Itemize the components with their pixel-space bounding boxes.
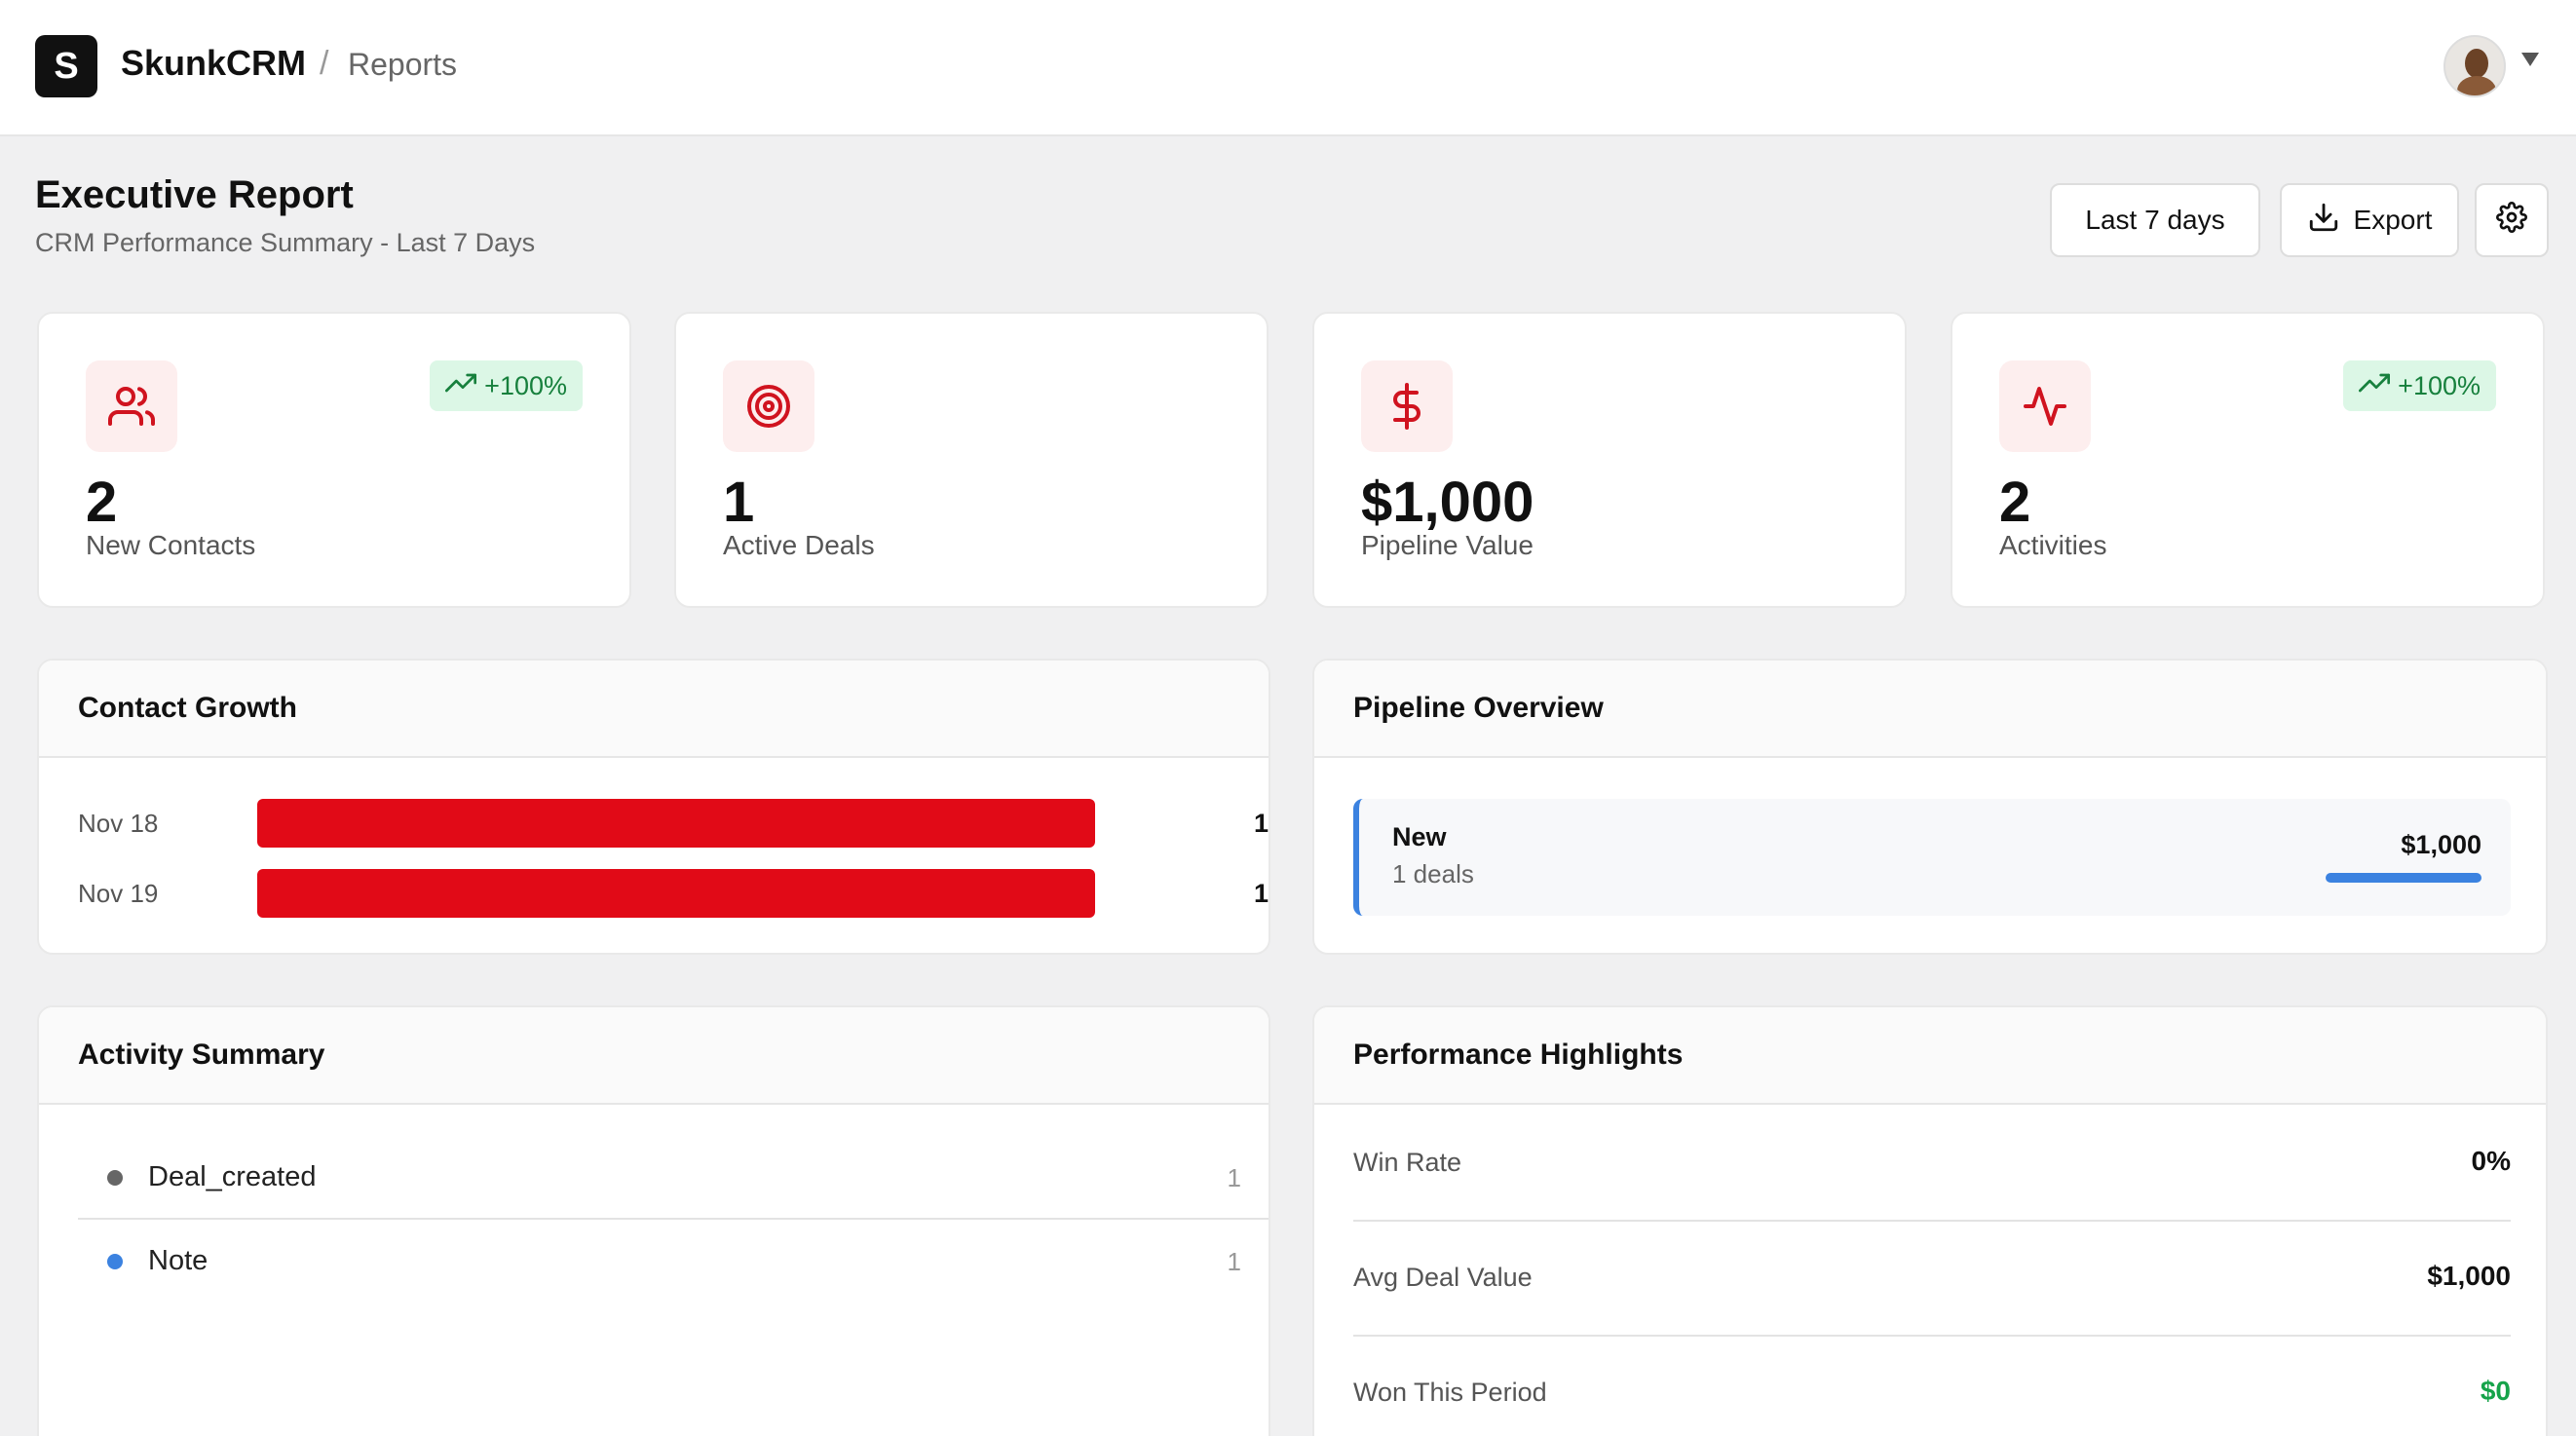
metric-row: Avg Deal Value $1,000 [1353, 1224, 2511, 1337]
gear-icon [2496, 201, 2527, 240]
activity-name: Note [148, 1245, 208, 1276]
growth-bar [257, 869, 1095, 918]
trending-up-icon [445, 367, 477, 405]
metric-label: Won This Period [1353, 1378, 1547, 1407]
activity-count: 1 [1227, 1163, 1241, 1192]
settings-button[interactable] [2475, 183, 2549, 257]
stat-card-activities: +100% 2 Activities [1951, 312, 2545, 608]
trend-value: +100% [2398, 370, 2481, 400]
stat-card-active-deals: 1 Active Deals [674, 312, 1269, 608]
stat-value: $1,000 [1361, 471, 1534, 534]
panel-title: Activity Summary [39, 1007, 1269, 1105]
pipeline-overview-panel: Pipeline Overview New 1 deals $1,000 [1312, 659, 2548, 955]
metric-value: $1,000 [2427, 1261, 2511, 1291]
panel-title: Performance Highlights [1314, 1007, 2546, 1105]
growth-bar-track [257, 869, 1095, 918]
trend-badge: +100% [2343, 360, 2496, 411]
contact-growth-panel: Contact Growth Nov 18 1 Nov 19 1 [37, 659, 1270, 955]
stage-deal-count: 1 deals [1392, 859, 1474, 888]
metric-value: $0 [2480, 1376, 2511, 1406]
trend-badge: +100% [430, 360, 583, 411]
panel-title: Contact Growth [39, 661, 1269, 758]
stat-card-new-contacts: +100% 2 New Contacts [37, 312, 631, 608]
stat-label: Activities [1999, 530, 2107, 560]
activity-name: Deal_created [148, 1161, 317, 1192]
growth-date: Nov 18 [78, 809, 159, 838]
trending-up-icon [2359, 367, 2391, 405]
pipeline-stage[interactable]: New 1 deals $1,000 [1353, 799, 2511, 916]
stat-value: 2 [86, 471, 118, 534]
metric-label: Win Rate [1353, 1148, 1462, 1177]
stage-progress-bar [2326, 873, 2481, 883]
activity-dot [107, 1254, 123, 1269]
growth-bar [257, 799, 1095, 848]
activity-item: Deal_created 1 [78, 1138, 1269, 1220]
app-logo[interactable]: S [35, 35, 97, 97]
growth-row: Nov 19 1 [78, 869, 1269, 918]
growth-row: Nov 18 1 [78, 799, 1269, 848]
growth-count: 1 [1253, 809, 1269, 838]
metric-row: Won This Period $0 [1353, 1339, 2511, 1436]
breadcrumb-separator: / [320, 45, 329, 82]
activity-count: 1 [1227, 1247, 1241, 1276]
stat-label: Pipeline Value [1361, 530, 1534, 560]
stat-value: 2 [1999, 471, 2031, 534]
activity-icon [1999, 360, 2091, 452]
users-icon [86, 360, 177, 452]
dollar-icon [1361, 360, 1453, 452]
export-label: Export [2353, 205, 2433, 235]
stat-label: Active Deals [723, 530, 875, 560]
chevron-down-icon[interactable] [2521, 53, 2539, 66]
download-icon [2307, 201, 2340, 241]
target-icon [723, 360, 814, 452]
performance-highlights-panel: Performance Highlights Win Rate 0% Avg D… [1312, 1005, 2548, 1436]
growth-count: 1 [1253, 879, 1269, 908]
growth-date: Nov 19 [78, 879, 159, 908]
top-bar: S SkunkCRM / Reports [0, 0, 2576, 136]
metric-value: 0% [2471, 1146, 2511, 1176]
activity-summary-panel: Activity Summary Deal_created 1 Note 1 [37, 1005, 1270, 1436]
avatar[interactable] [2443, 35, 2506, 97]
stat-card-pipeline-value: $1,000 Pipeline Value [1312, 312, 1907, 608]
metric-label: Avg Deal Value [1353, 1263, 1533, 1292]
breadcrumb-current: Reports [348, 47, 458, 82]
date-range-button[interactable]: Last 7 days [2050, 183, 2260, 257]
stat-value: 1 [723, 471, 755, 534]
trend-value: +100% [484, 370, 567, 400]
growth-bar-track [257, 799, 1095, 848]
export-button[interactable]: Export [2280, 183, 2459, 257]
stage-amount: $1,000 [2401, 830, 2481, 859]
brand-name[interactable]: SkunkCRM [121, 43, 307, 83]
stat-label: New Contacts [86, 530, 256, 560]
page-subtitle: CRM Performance Summary - Last 7 Days [35, 228, 536, 257]
page-title: Executive Report [35, 173, 354, 216]
activity-item: Note 1 [78, 1222, 1269, 1304]
panel-title: Pipeline Overview [1314, 661, 2546, 758]
date-range-label: Last 7 days [2085, 205, 2225, 235]
metric-row: Win Rate 0% [1353, 1109, 2511, 1222]
activity-dot [107, 1170, 123, 1186]
stage-name: New [1392, 822, 1447, 851]
